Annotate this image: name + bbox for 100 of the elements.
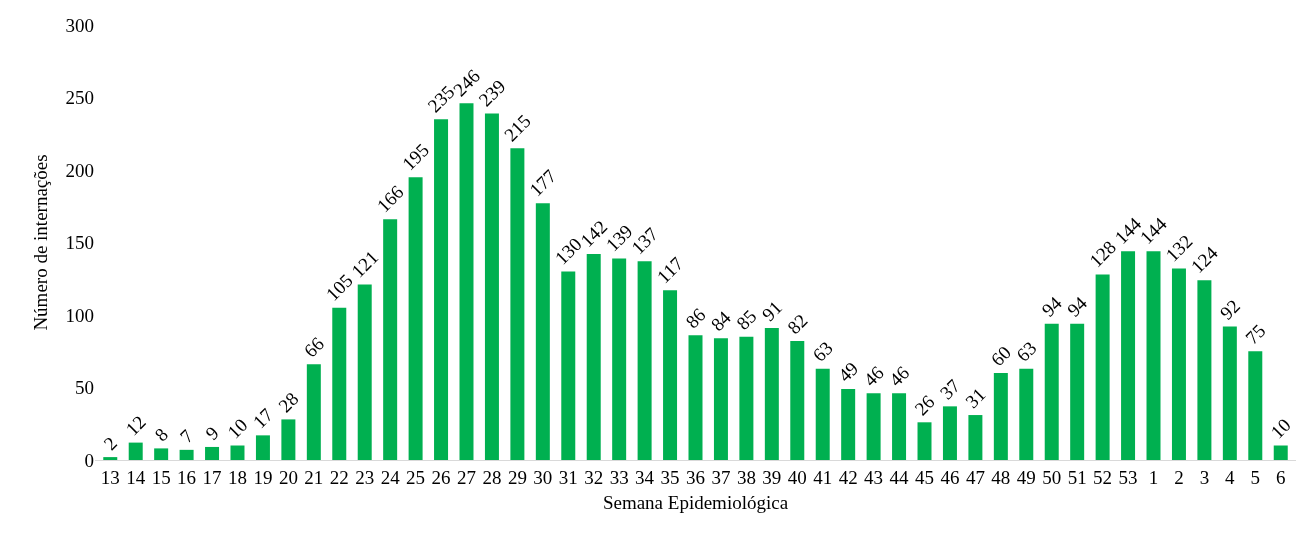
bar bbox=[179, 449, 194, 460]
y-tick-label: 150 bbox=[65, 232, 94, 254]
x-tick-label: 32 bbox=[584, 466, 604, 488]
data-label: 2 bbox=[99, 432, 122, 455]
x-tick-label: 41 bbox=[813, 466, 833, 488]
bar bbox=[103, 457, 118, 460]
bar bbox=[230, 445, 245, 460]
bar bbox=[815, 368, 830, 460]
x-tick-label: 29 bbox=[507, 466, 527, 488]
bar bbox=[1222, 326, 1237, 460]
bar bbox=[281, 419, 296, 460]
data-label: 66 bbox=[299, 333, 328, 362]
bar bbox=[1273, 445, 1288, 460]
bar bbox=[892, 393, 907, 460]
x-tick-label: 22 bbox=[329, 466, 349, 488]
data-label: 82 bbox=[783, 309, 812, 339]
x-tick-label: 35 bbox=[660, 466, 680, 488]
x-tick-label: 15 bbox=[151, 466, 171, 488]
x-tick-label: 16 bbox=[177, 466, 197, 488]
data-label: 10 bbox=[1266, 414, 1295, 443]
bar bbox=[790, 341, 805, 460]
x-tick-label: 28 bbox=[482, 466, 502, 488]
x-tick-label: 45 bbox=[915, 466, 934, 488]
bar bbox=[1044, 323, 1059, 460]
x-tick-label: 42 bbox=[838, 466, 858, 488]
bar bbox=[1197, 280, 1212, 460]
bar bbox=[306, 364, 321, 460]
x-tick-label: 30 bbox=[533, 466, 553, 488]
data-label: 63 bbox=[1012, 337, 1041, 366]
bar bbox=[510, 148, 525, 460]
x-tick-label: 49 bbox=[1016, 466, 1036, 488]
data-label: 215 bbox=[499, 110, 535, 146]
bar bbox=[586, 254, 601, 460]
bar bbox=[1146, 251, 1161, 460]
bar bbox=[459, 103, 474, 460]
bar bbox=[917, 422, 932, 460]
bar bbox=[408, 177, 423, 460]
bar bbox=[484, 113, 499, 460]
data-label: 12 bbox=[121, 411, 150, 440]
x-tick-label: 52 bbox=[1093, 466, 1113, 488]
x-tick-label: 14 bbox=[126, 466, 146, 488]
x-tick-label: 6 bbox=[1275, 466, 1286, 488]
bar bbox=[612, 258, 627, 460]
bar bbox=[255, 435, 270, 460]
bar bbox=[434, 119, 449, 460]
x-tick-label: 13 bbox=[100, 466, 120, 488]
data-label: 92 bbox=[1215, 295, 1244, 324]
bar bbox=[1070, 323, 1085, 460]
data-label: 105 bbox=[321, 269, 357, 305]
x-tick-label: 23 bbox=[355, 466, 375, 488]
data-label: 117 bbox=[652, 252, 688, 288]
x-tick-label: 50 bbox=[1042, 466, 1062, 488]
bar bbox=[968, 415, 983, 460]
y-tick-label: 50 bbox=[75, 377, 94, 399]
bar bbox=[1019, 368, 1034, 460]
bar bbox=[383, 219, 398, 460]
bar bbox=[764, 328, 779, 460]
data-label: 9 bbox=[201, 422, 223, 444]
y-tick-label: 100 bbox=[65, 304, 94, 326]
bar bbox=[688, 335, 703, 460]
y-axis-title: Número de internações bbox=[30, 154, 51, 331]
data-label: 195 bbox=[398, 139, 434, 175]
bar bbox=[866, 393, 881, 460]
x-axis-title: Semana Epidemiológica bbox=[602, 491, 789, 513]
y-tick-label: 250 bbox=[65, 87, 94, 109]
x-tick-label: 33 bbox=[609, 466, 629, 488]
y-tick-label: 0 bbox=[84, 449, 94, 471]
x-tick-label: 43 bbox=[864, 466, 884, 488]
data-label: 177 bbox=[525, 165, 561, 201]
data-label: 7 bbox=[175, 425, 198, 447]
y-tick-label: 200 bbox=[65, 159, 94, 181]
bar bbox=[993, 373, 1008, 460]
bar bbox=[357, 284, 372, 460]
x-tick-label: 39 bbox=[762, 466, 782, 488]
x-tick-label: 4 bbox=[1225, 466, 1236, 488]
bar bbox=[205, 446, 220, 460]
x-tick-label: 31 bbox=[558, 466, 578, 488]
data-label: 63 bbox=[808, 337, 837, 366]
bar bbox=[128, 442, 143, 460]
bar bbox=[154, 448, 169, 460]
bar bbox=[1171, 268, 1186, 460]
x-tick-label: 38 bbox=[736, 466, 756, 488]
x-tick-label: 46 bbox=[940, 466, 960, 488]
x-tick-label: 51 bbox=[1067, 466, 1087, 488]
bar bbox=[663, 290, 678, 460]
x-tick-label: 1 bbox=[1148, 466, 1159, 488]
data-label: 8 bbox=[150, 423, 172, 446]
bar bbox=[1095, 274, 1110, 460]
bar bbox=[739, 336, 754, 460]
x-tick-label: 26 bbox=[431, 466, 451, 488]
bar bbox=[535, 203, 550, 460]
bar bbox=[1248, 351, 1263, 460]
x-tick-label: 44 bbox=[889, 466, 910, 488]
x-tick-label: 37 bbox=[711, 466, 731, 488]
bar bbox=[332, 307, 347, 460]
x-tick-label: 48 bbox=[991, 466, 1011, 488]
bar bbox=[637, 261, 652, 460]
x-tick-label: 18 bbox=[227, 466, 247, 488]
x-tick-label: 25 bbox=[406, 466, 426, 488]
x-tick-label: 17 bbox=[202, 466, 222, 488]
